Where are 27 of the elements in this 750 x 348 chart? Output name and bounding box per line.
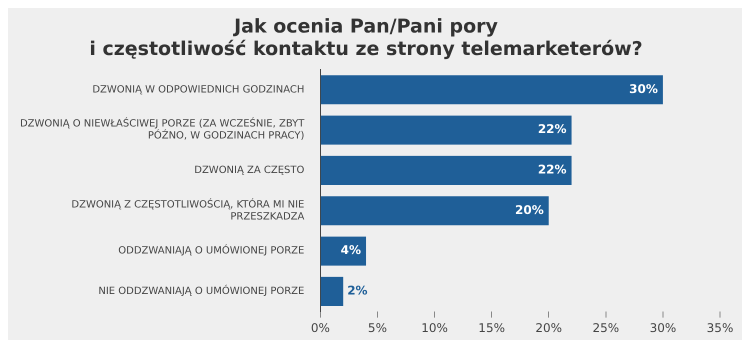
data-label: 20% [514, 202, 544, 217]
bar [320, 116, 572, 145]
x-tick-label: 0% [310, 320, 330, 335]
x-tick-label: 10% [421, 320, 448, 335]
y-tick-label: DZWONIĄ W ODPOWIEDNICH GODZINACH [92, 84, 304, 96]
y-tick-label: DZWONIĄ ZA CZĘSTO [194, 165, 304, 176]
data-label: 2% [347, 284, 368, 298]
x-tick-label: 15% [478, 320, 505, 335]
x-tick-label: 35% [706, 320, 734, 335]
chart-title: Jak ocenia Pan/Pani pory i częstotliwość kontaktu ze strony telemarketerów? [89, 15, 643, 60]
data-label: 30% [629, 82, 658, 96]
bar [320, 156, 572, 185]
data-label: 22% [538, 162, 567, 177]
y-tick-label: DZWONIĄ Z CZĘSTOTLIWOŚCIĄ, KTÓRA MI NIE PRZESZKADZA [71, 197, 305, 222]
data-label: 4% [340, 243, 362, 258]
data-label: 22% [538, 122, 567, 136]
y-tick-label: NIE ODDZWANIAJĄ O UMÓWIONEJ PORZE [98, 284, 304, 298]
bar [320, 196, 549, 226]
x-tick-label: 30% [650, 320, 676, 335]
bar [320, 276, 344, 306]
bar [320, 75, 663, 104]
y-tick-label: ODDZWANIAJĄ O UMÓWIONEJ PORZE [118, 244, 304, 257]
y-tick-label: DZWONIĄ O NIEWŁAŚCIWEJ PORZE (ZA WCZEŚNIE, ZBYT PÓŹNO, W GODZINACH PRACY) [20, 116, 306, 142]
x-tick-label: 25% [592, 320, 620, 335]
x-tick-label: 20% [535, 320, 562, 335]
x-tick-label: 5% [368, 320, 387, 335]
bar [320, 236, 366, 266]
